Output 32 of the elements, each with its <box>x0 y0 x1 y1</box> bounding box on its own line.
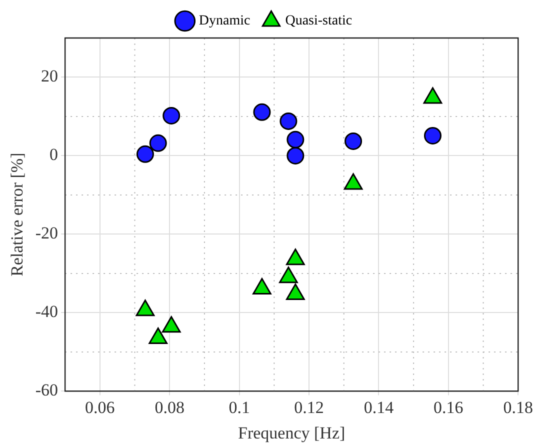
y-tick-label: -40 <box>35 302 58 322</box>
point <box>424 126 442 144</box>
point <box>279 266 298 284</box>
point <box>149 134 167 152</box>
point <box>280 112 298 130</box>
point <box>253 103 271 121</box>
y-tick-label: 0 <box>50 145 58 164</box>
legend-label: Dynamic <box>198 14 250 29</box>
x-tick-label: 0.14 <box>364 398 394 417</box>
x-tick-label: 0.1 <box>228 398 250 417</box>
point <box>162 316 181 333</box>
y-tick-label: -20 <box>35 224 58 243</box>
x-tick-label: 0.06 <box>85 398 115 417</box>
point <box>136 145 154 163</box>
point <box>252 278 272 295</box>
point <box>286 248 305 266</box>
point <box>286 146 304 164</box>
point <box>286 284 305 300</box>
x-tick-label: 0.16 <box>434 398 464 417</box>
legend-label: Quasi-static <box>285 14 352 29</box>
point <box>162 106 180 124</box>
y-tick-label: -60 <box>35 380 58 400</box>
x-tick-label: 0.08 <box>154 398 184 417</box>
point <box>344 132 362 150</box>
y-tick-label: 20 <box>41 66 58 86</box>
point <box>148 327 168 344</box>
y-axis-title: Relative error [%] <box>8 152 27 276</box>
x-axis-title: Frequency [Hz] <box>238 423 346 442</box>
point <box>136 300 155 316</box>
point <box>286 130 304 148</box>
x-tick-label: 0.18 <box>503 398 533 417</box>
x-tick-label: 0.12 <box>294 398 324 417</box>
